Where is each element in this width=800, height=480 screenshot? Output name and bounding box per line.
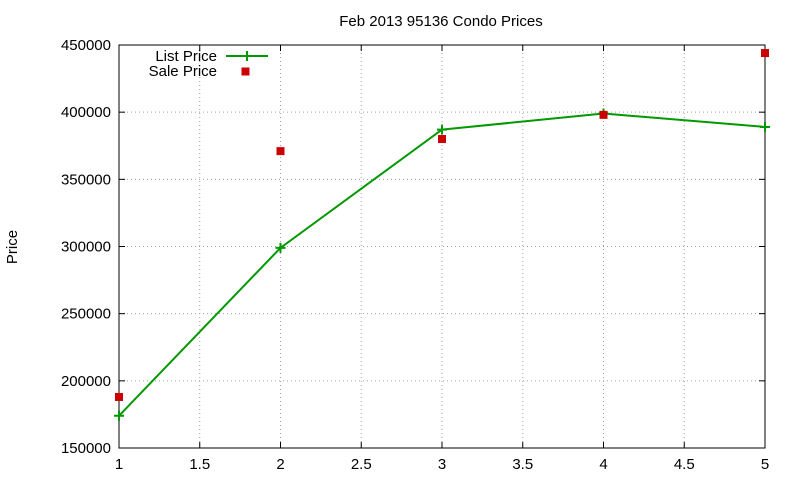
legend-label-list-price: List Price [155, 48, 217, 65]
grid-lines [119, 45, 765, 448]
x-tick-label: 3 [438, 456, 446, 473]
chart-title: Feb 2013 95136 Condo Prices [339, 13, 542, 30]
y-tick-label: 150000 [61, 440, 111, 457]
legend-marker-sale-price [241, 67, 250, 76]
data-point-list-price [114, 410, 124, 421]
data-point-list-price [437, 124, 447, 135]
x-tick-label: 2 [276, 456, 284, 473]
data-point-list-price [275, 242, 286, 253]
y-tick-label: 250000 [61, 306, 111, 323]
y-tick-label: 400000 [61, 104, 111, 121]
legend-marker-list-price [242, 51, 252, 61]
data-point-list-price [760, 121, 770, 132]
y-tick-label: 450000 [61, 37, 111, 54]
data-point-sale-price [599, 110, 608, 119]
data-point-sale-price [761, 49, 769, 58]
y-axis-label: Price [4, 230, 21, 264]
x-tick-label: 1 [115, 456, 123, 473]
x-tick-label: 3.5 [512, 456, 533, 473]
y-tick-label: 300000 [61, 239, 111, 256]
x-tick-label: 4 [599, 456, 607, 473]
x-axis-ticks: 1 1.5 2 2.5 3 3.5 4 4.5 5 [115, 45, 769, 473]
x-tick-label: 5 [761, 456, 769, 473]
data-point-sale-price [276, 147, 285, 156]
x-tick-label: 2.5 [351, 456, 372, 473]
data-point-sale-price [438, 135, 446, 144]
series-line-list-price [118, 112, 766, 417]
legend: List Price Sale Price [149, 48, 268, 80]
y-tick-label: 350000 [61, 171, 111, 188]
legend-label-sale-price: Sale Price [149, 63, 217, 80]
y-tick-label: 200000 [61, 373, 111, 390]
data-point-sale-price [115, 392, 123, 401]
x-tick-label: 4.5 [674, 456, 695, 473]
x-tick-label: 1.5 [189, 456, 210, 473]
y-axis-ticks: 150000 200000 250000 300000 350000 400000 4500… [61, 37, 765, 457]
series-layer [114, 49, 770, 421]
